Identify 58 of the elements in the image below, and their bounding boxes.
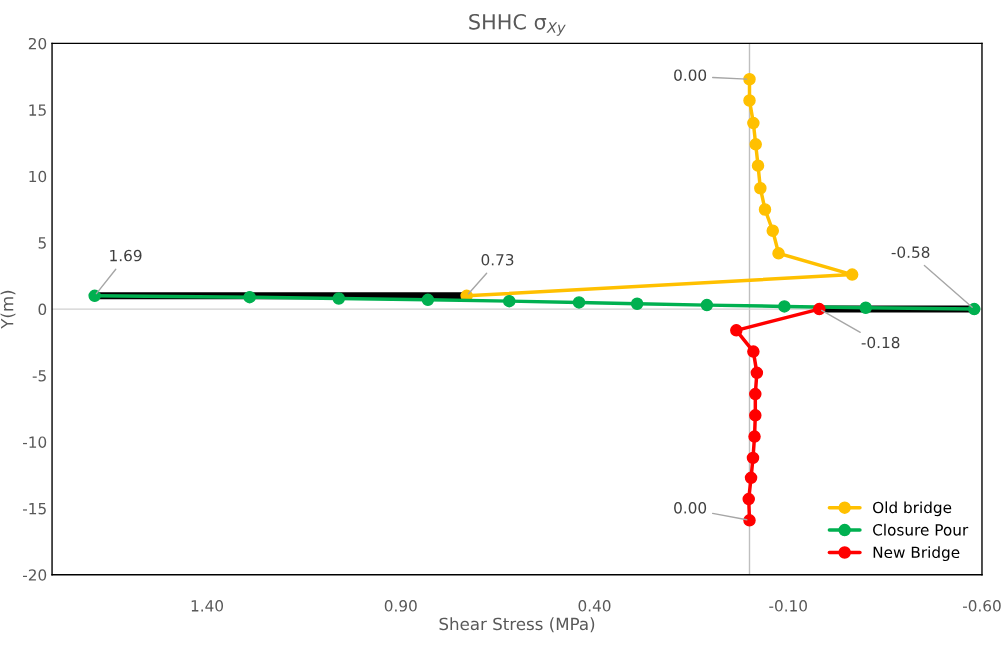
point (967, 302, 981, 316)
y-tick-label: 20 (28, 37, 47, 50)
point (859, 301, 872, 315)
x-tick-label: 0.40 (578, 600, 611, 612)
point (746, 451, 760, 465)
y-tick-label: 15 (29, 104, 46, 116)
x-axis-title: Shear Stress (MPa) (439, 617, 595, 633)
point (503, 294, 516, 308)
y-tick-label: -20 (22, 569, 47, 581)
annotation: 0.73 (481, 253, 514, 266)
point (778, 300, 791, 313)
x-tick-label: -0.10 (769, 600, 807, 612)
point (772, 247, 785, 260)
point (751, 159, 765, 172)
annotation: 1.69 (110, 249, 142, 262)
point (749, 409, 762, 422)
point (749, 387, 762, 401)
annotation: -0.58 (891, 246, 930, 258)
point (332, 292, 346, 305)
point (812, 302, 826, 316)
annotation: 0.00 (674, 502, 707, 514)
y-tick-label: 0 (38, 303, 47, 316)
point (748, 430, 761, 443)
point (630, 297, 644, 311)
y-axis-title: Y(m) (0, 290, 16, 329)
x-tick-label: 1.40 (191, 600, 224, 612)
legend-label: New Bridge (873, 546, 960, 562)
point (572, 296, 586, 309)
y-tick-label: -5 (32, 370, 46, 382)
point (742, 492, 755, 506)
point (243, 290, 256, 304)
point (421, 293, 435, 307)
point (749, 138, 762, 151)
y-tick-label: -15 (22, 503, 46, 515)
point (730, 324, 743, 337)
point (747, 116, 760, 130)
chart-title: SHHC σ$_{Xy}$ (469, 13, 566, 36)
point (845, 268, 859, 281)
point (747, 345, 760, 358)
point (743, 94, 756, 107)
point (750, 366, 764, 380)
y-tick-label: -10 (22, 436, 47, 448)
point (754, 181, 767, 195)
point (700, 298, 714, 312)
point (744, 471, 758, 485)
point (743, 73, 756, 86)
legend-label: Old bridge (873, 501, 952, 517)
annotation: -0.18 (861, 336, 900, 349)
y-tick-label: 5 (38, 237, 46, 249)
point (766, 224, 779, 237)
legend-label: Closure Pour (873, 523, 969, 536)
annotation: 0.00 (674, 69, 707, 81)
y-tick-label: 10 (29, 170, 47, 183)
point (743, 514, 756, 527)
point (758, 203, 772, 216)
point (88, 289, 101, 303)
x-tick-label: -0.60 (962, 600, 1001, 612)
x-tick-label: 0.90 (384, 600, 417, 612)
